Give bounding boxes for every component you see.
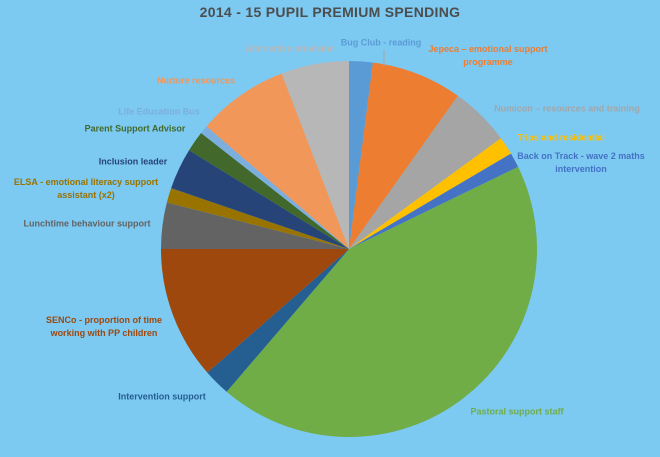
pie-slice-3 [349,138,511,249]
pie-slice-6 [207,249,349,392]
pie-slice-0 [349,61,373,249]
pie-slice-2 [349,95,501,249]
pie-slice-10 [171,150,349,249]
pie-slice-8 [161,202,349,249]
pie-slice-13 [206,73,349,250]
pie-slice-12 [201,126,349,249]
pie-slice-1 [349,62,458,249]
pie-slice-9 [166,188,349,249]
chart-title: 2014 - 15 PUPIL PREMIUM SPENDING [199,4,461,20]
pie-slice-5 [226,166,538,438]
pie-slice-7 [161,249,349,373]
pie-slice-4 [349,153,519,249]
pie-slice-11 [189,133,349,249]
pie-slice-14 [281,61,349,249]
